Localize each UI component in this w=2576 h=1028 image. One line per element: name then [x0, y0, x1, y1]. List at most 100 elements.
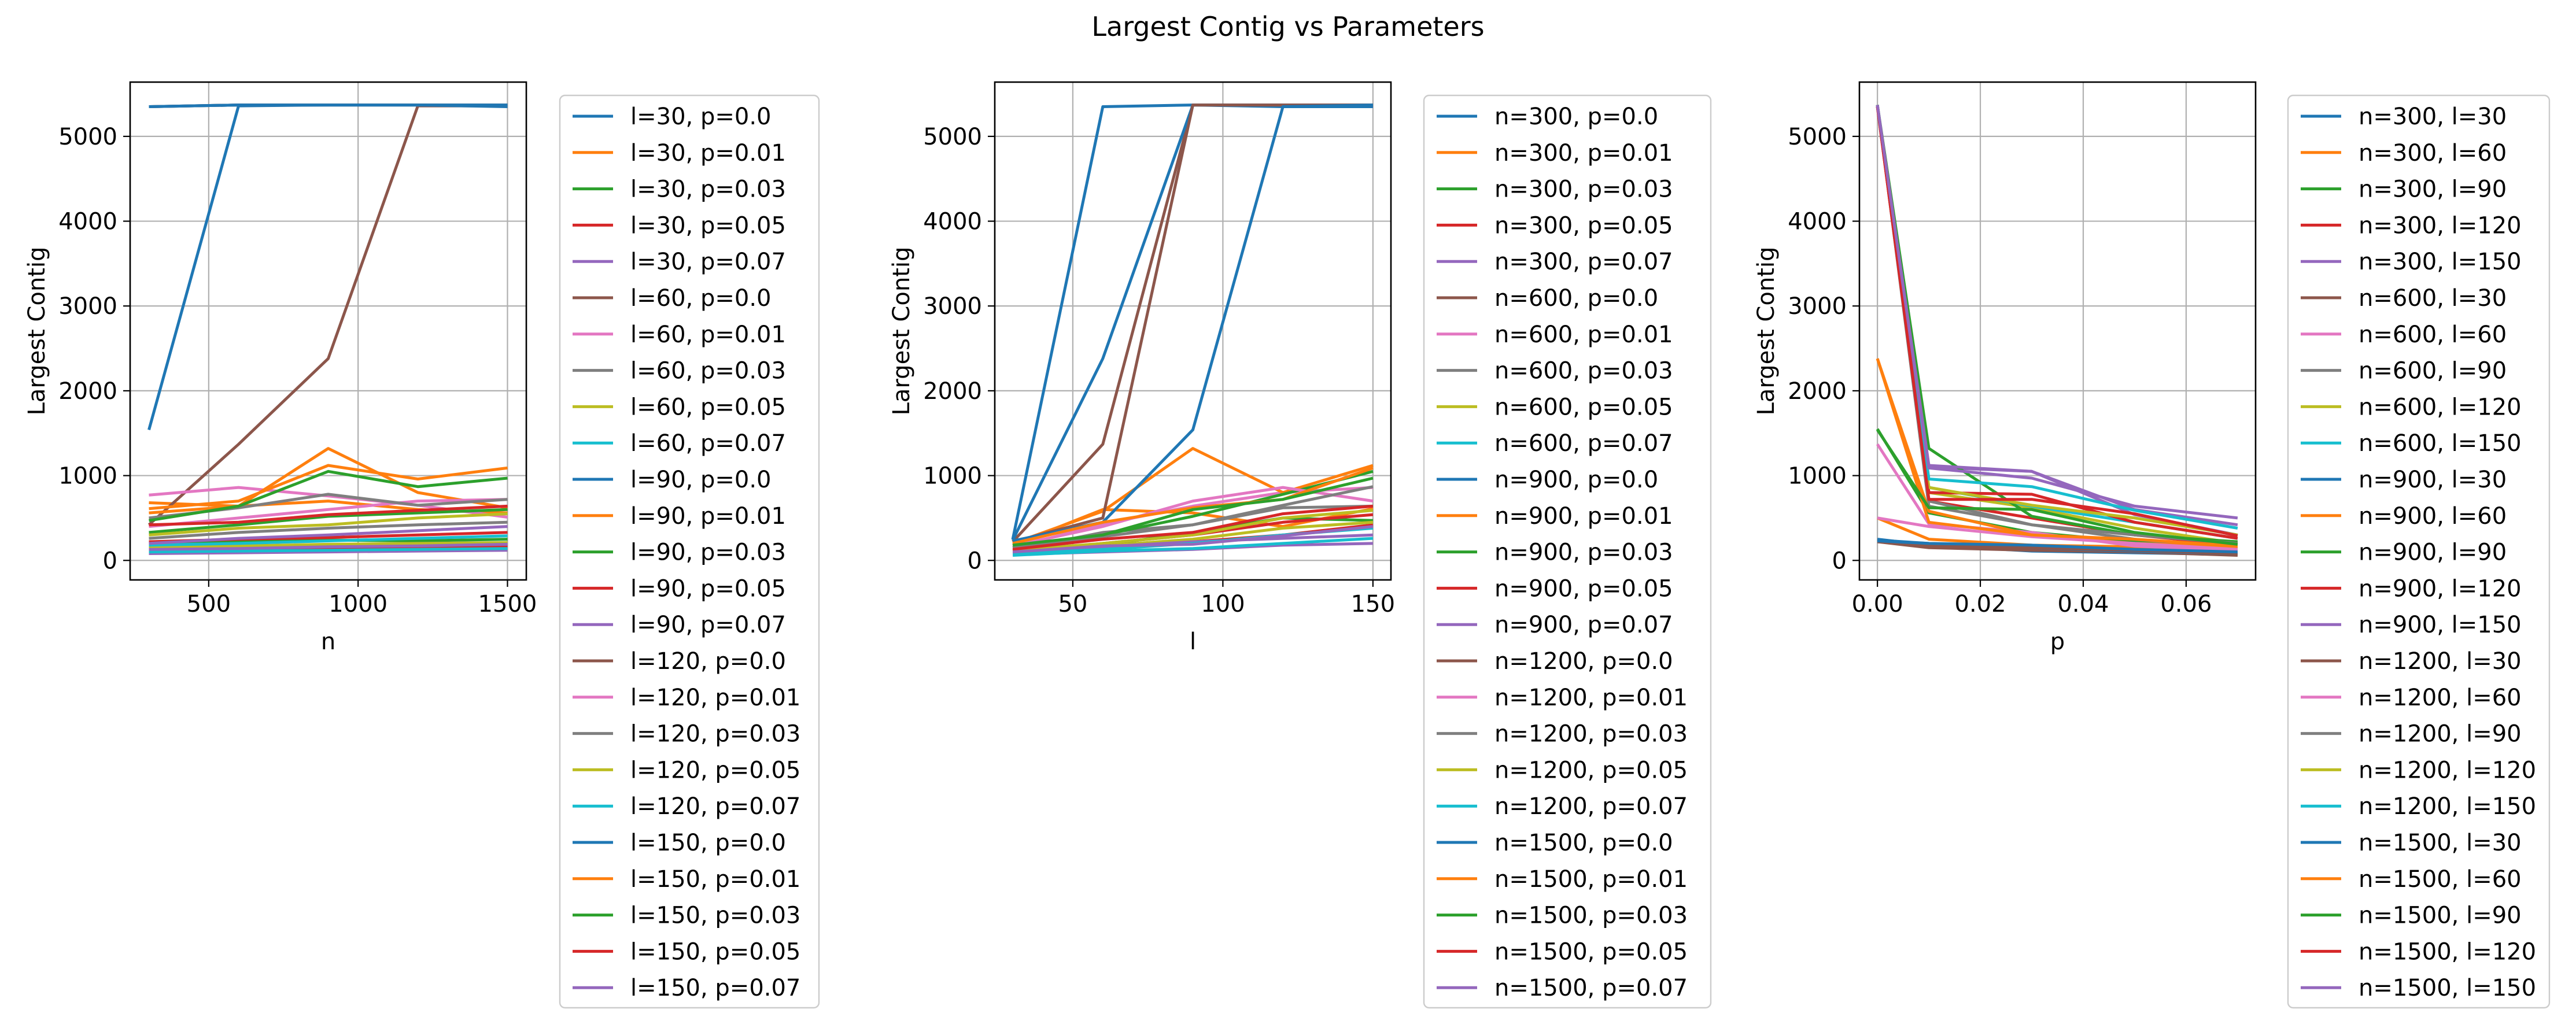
y-tick-label: 0	[103, 548, 117, 574]
x-axis-label: p	[2050, 628, 2065, 655]
series-line-20	[149, 534, 508, 547]
legend-entry: n=1200, p=0.05	[1494, 757, 1688, 783]
legend-entry: n=600, p=0.0	[1494, 285, 1658, 312]
legend-entry: n=300, l=60	[2359, 140, 2507, 167]
series-line-5	[1876, 106, 2238, 527]
legend-entry: l=30, p=0.05	[630, 212, 786, 239]
y-tick-label: 5000	[1788, 124, 1847, 150]
series-line-13	[149, 508, 508, 534]
series-line-8	[149, 520, 508, 540]
subplot-3: 0.00 0.02 0.04 0.06 0 1000 2000 3000 4000 5000 p La…	[1753, 81, 2551, 1009]
series-line-25	[149, 525, 508, 545]
series-line-9	[149, 541, 508, 549]
legend-box	[559, 94, 820, 1009]
series-line-18	[1012, 485, 1374, 549]
legend-entry: n=600, l=90	[2359, 358, 2507, 384]
series-line-23	[1876, 429, 2238, 546]
series-line-25	[1012, 525, 1374, 554]
series-line-7	[1876, 443, 2238, 553]
series-line-6	[1012, 103, 1373, 543]
series-line-9	[1876, 105, 2238, 545]
y-tick-label: 5000	[58, 124, 117, 150]
series-line-10	[1012, 537, 1374, 557]
legend-entry: l=150, p=0.07	[630, 975, 800, 1001]
series-line-10	[1876, 105, 2238, 540]
legend-entry: n=900, l=120	[2359, 575, 2522, 602]
figure-suptitle: Largest Contig vs Parameters	[1091, 11, 1484, 42]
legend-entry: l=60, p=0.07	[630, 430, 786, 457]
series-line-15	[149, 542, 508, 551]
series-line-21	[1877, 539, 2238, 554]
legend-entry: n=1200, l=60	[2359, 685, 2522, 711]
subplot-1: 500 1000 1500 0 1000 2000 3000 4000 5000 n Largest…	[24, 81, 820, 1009]
axes-layer: 500 1000 1500010002000300040005000nLargest…	[24, 81, 2551, 1009]
series-line-14	[1876, 105, 2238, 540]
x-tick-label: 100	[1201, 591, 1245, 617]
legend-entry: n=300, p=0.03	[1494, 176, 1673, 203]
legend-entry: n=1500, l=150	[2359, 975, 2536, 1001]
legend-entry: n=300, p=0.0	[1494, 103, 1658, 130]
legend-entry: n=600, p=0.07	[1494, 430, 1673, 457]
legend-entry: l=120, p=0.05	[630, 757, 800, 783]
legend-entry: n=600, l=60	[2359, 321, 2507, 348]
legend-entry: n=900, l=60	[2359, 503, 2507, 530]
legend-entry: l=60, p=0.03	[630, 358, 786, 384]
x-tick-label: 50	[1058, 591, 1087, 617]
legend-entry: n=600, l=120	[2359, 394, 2522, 420]
x-tick-label: 150	[1351, 591, 1395, 617]
legend-entry: n=300, l=150	[2359, 249, 2522, 275]
legend-entry: n=600, p=0.01	[1494, 321, 1673, 348]
legend-entry: l=30, p=0.01	[630, 140, 786, 167]
legend-box	[2287, 94, 2551, 1009]
series-line-11	[1011, 103, 1373, 541]
y-tick-label: 4000	[923, 209, 982, 235]
legend-entry: n=1500, l=120	[2359, 938, 2536, 965]
legend-entry: n=1200, p=0.01	[1494, 685, 1688, 711]
y-tick-label: 3000	[1788, 293, 1847, 320]
legend-entry: n=900, l=150	[2359, 612, 2522, 638]
series-line-24	[149, 504, 508, 527]
legend: n=300, p=0.0 n=300, p=0.01 n=300, p=0.03 n=…	[1423, 94, 1712, 1009]
legend-entry: l=90, p=0.05	[630, 575, 786, 602]
legend-entry: n=1500, p=0.07	[1494, 975, 1688, 1001]
x-tick-label: 0.06	[2160, 591, 2212, 617]
legend-entry: l=150, p=0.05	[630, 938, 800, 965]
legend-entry: n=1200, l=90	[2359, 721, 2522, 748]
legend: n=300, l=30 n=300, l=60 n=300, l=90 n=300, …	[2287, 94, 2551, 1009]
series-line-22	[1876, 358, 2238, 548]
legend-entry: n=1200, p=0.0	[1494, 648, 1673, 675]
series-line-1	[1011, 103, 1373, 540]
legend-entry: l=150, p=0.0	[630, 830, 786, 856]
legend-entry: n=600, l=30	[2359, 285, 2507, 312]
legend-entry: n=600, l=150	[2359, 430, 2522, 457]
legend-entry: n=1500, l=90	[2359, 903, 2522, 929]
legend-entry: n=900, p=0.01	[1494, 503, 1673, 530]
legend-entry: n=1500, p=0.01	[1494, 866, 1688, 893]
legend-entry: n=600, p=0.03	[1494, 358, 1673, 384]
axes-frame	[1858, 81, 2257, 581]
x-tick-label: 1500	[478, 591, 537, 617]
series-line-23	[149, 469, 508, 522]
series-line-12	[1012, 447, 1374, 545]
y-tick-label: 2000	[58, 378, 117, 405]
legend-entry: n=600, p=0.05	[1494, 394, 1673, 420]
x-axis-label: n	[321, 628, 335, 655]
legend-entry: l=90, p=0.03	[630, 539, 786, 566]
legend-entry: l=120, p=0.03	[630, 721, 800, 748]
series-line-24	[1876, 106, 2238, 538]
y-tick-label: 5000	[923, 124, 982, 150]
legend-entry: l=150, p=0.03	[630, 903, 800, 929]
legend-entry: n=900, l=90	[2359, 539, 2507, 566]
y-tick-label: 4000	[1788, 209, 1847, 235]
series-line-18	[1876, 105, 2238, 545]
y-tick-label: 0	[1832, 548, 1847, 574]
legend-entry: n=300, l=30	[2359, 103, 2507, 130]
subplot-2: 50 100 150 0 1000 2000 3000 4000 5000 l Largest Co…	[888, 81, 1712, 1009]
x-tick-label: 0.00	[1852, 591, 1903, 617]
series-line-17	[1877, 516, 2238, 551]
x-tick-label: 1000	[329, 591, 387, 617]
legend-entry: l=120, p=0.0	[630, 648, 786, 675]
series-line-22	[1012, 467, 1374, 545]
series-line-25	[1876, 105, 2238, 520]
